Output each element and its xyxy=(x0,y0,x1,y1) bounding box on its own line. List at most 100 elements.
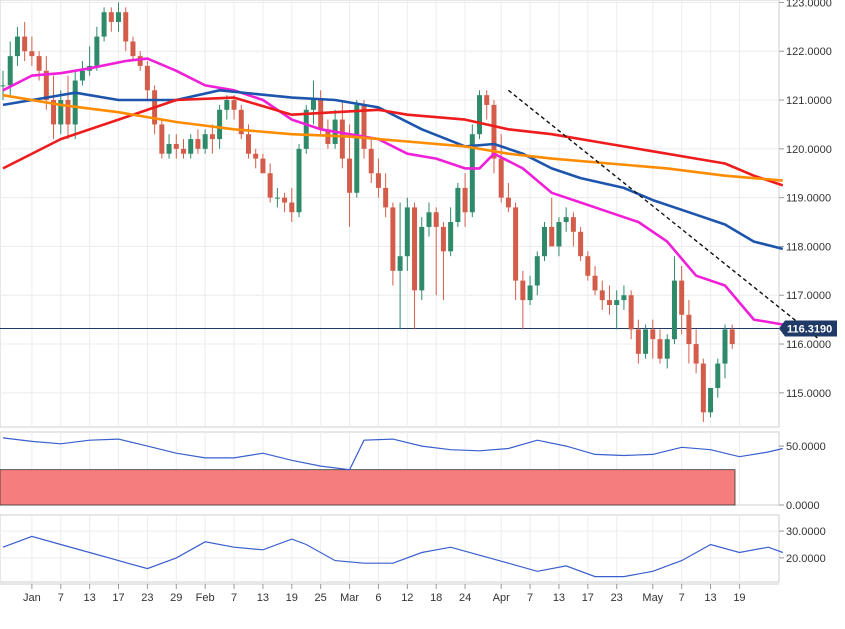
candle xyxy=(657,329,663,364)
x-tick-label: Mar xyxy=(340,592,359,604)
price-y-tick-label: 121.0000 xyxy=(786,95,832,107)
candle-body xyxy=(484,95,490,105)
candle xyxy=(404,197,410,271)
adx-pane-frame xyxy=(0,514,780,583)
price-pane-frame xyxy=(0,0,780,428)
candle-body xyxy=(448,222,454,252)
candle-body xyxy=(433,212,439,227)
candle xyxy=(419,217,425,301)
candle-body xyxy=(51,100,57,125)
price-y-tick-label: 119.0000 xyxy=(786,193,831,205)
candle-body xyxy=(267,173,273,198)
candle-body xyxy=(563,217,569,223)
x-tick-label: 29 xyxy=(170,592,182,604)
candle-body xyxy=(303,109,309,149)
candle-body xyxy=(671,280,677,340)
candle-body xyxy=(224,100,230,110)
candle xyxy=(22,21,28,61)
candle xyxy=(614,290,620,330)
candle xyxy=(368,139,374,183)
candle-body xyxy=(412,207,418,291)
candle-body xyxy=(368,148,374,174)
candle-body xyxy=(700,363,706,413)
candle-body xyxy=(253,153,259,159)
candle-body xyxy=(397,256,403,271)
rsi-y-tick-label: 50.0000 xyxy=(786,441,826,453)
candle xyxy=(14,26,20,66)
candle-body xyxy=(650,329,656,340)
candle-body xyxy=(556,222,562,247)
candle-body xyxy=(130,41,136,57)
candle-body xyxy=(404,207,410,257)
candle-body xyxy=(513,207,519,281)
candle xyxy=(448,207,454,257)
candle xyxy=(708,387,714,418)
candle-body xyxy=(173,143,179,149)
candle-body xyxy=(679,280,685,315)
x-tick-label: 7 xyxy=(679,592,685,604)
candle-body xyxy=(375,173,381,188)
x-tick-label: 7 xyxy=(58,592,64,604)
candle-body xyxy=(505,197,511,208)
candle xyxy=(375,158,381,198)
price-y-tick-label: 116.0000 xyxy=(786,339,831,351)
candle xyxy=(195,129,201,154)
candle-body xyxy=(339,119,345,159)
candle xyxy=(29,36,35,66)
candle xyxy=(491,100,497,174)
candle xyxy=(224,95,230,120)
candle xyxy=(700,358,706,423)
candle-body xyxy=(188,139,194,154)
candle-body xyxy=(477,95,483,135)
candle-body xyxy=(440,226,446,252)
x-tick-label: Jan xyxy=(23,592,41,604)
candle xyxy=(412,202,418,330)
candle-body xyxy=(72,80,78,125)
candle-body xyxy=(43,70,49,101)
candle xyxy=(238,104,244,140)
candle-body xyxy=(628,295,634,330)
candle xyxy=(563,207,569,232)
candle xyxy=(383,173,389,218)
x-tick-label: 18 xyxy=(430,592,442,604)
candle-body xyxy=(101,12,107,37)
candle-body xyxy=(65,100,71,125)
candle xyxy=(166,134,172,159)
candle-body xyxy=(58,100,64,125)
candle xyxy=(253,148,259,169)
candle-body xyxy=(715,363,721,388)
x-tick-label: Feb xyxy=(196,592,215,604)
candle-body xyxy=(318,100,324,130)
candle-body xyxy=(614,300,620,305)
candle-body xyxy=(310,100,316,110)
candle-body xyxy=(419,226,425,291)
candle xyxy=(592,265,598,296)
x-tick-label: 7 xyxy=(231,592,237,604)
candle-body xyxy=(108,12,114,22)
candle xyxy=(679,265,685,335)
candle-body xyxy=(29,51,35,57)
candle-body xyxy=(144,65,150,91)
candle xyxy=(202,129,208,154)
candle-body xyxy=(383,187,389,208)
candle xyxy=(173,134,179,159)
candle-body xyxy=(657,339,663,359)
candle-body xyxy=(238,109,244,135)
rsi-band xyxy=(0,469,736,506)
x-tick-label: 23 xyxy=(141,592,153,604)
candle xyxy=(116,2,122,32)
candle xyxy=(570,212,576,247)
candle-body xyxy=(426,212,432,227)
candle-body xyxy=(606,300,612,305)
x-tick-label: 6 xyxy=(375,592,381,604)
candle-body xyxy=(217,109,223,140)
candle-body xyxy=(686,314,692,345)
candle-body xyxy=(643,329,649,354)
candle xyxy=(51,75,57,140)
candle-body xyxy=(7,56,13,86)
candle-body xyxy=(274,197,280,199)
candle xyxy=(556,217,562,257)
candle xyxy=(303,104,309,154)
x-tick-label: 19 xyxy=(733,592,745,604)
candle xyxy=(0,70,6,101)
